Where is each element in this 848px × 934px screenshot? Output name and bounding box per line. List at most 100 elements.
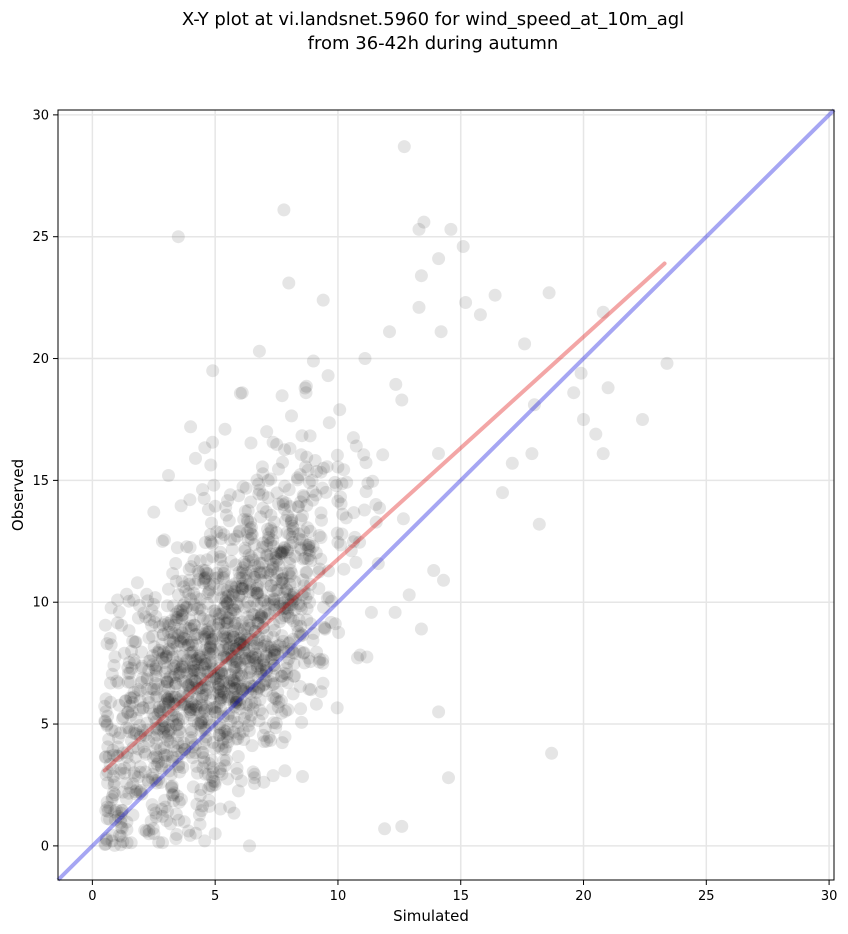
data-point bbox=[212, 688, 226, 702]
data-point bbox=[175, 746, 189, 760]
data-point bbox=[257, 653, 271, 667]
data-point bbox=[181, 638, 195, 652]
data-point bbox=[314, 685, 328, 699]
data-point bbox=[143, 613, 157, 627]
data-point bbox=[141, 691, 155, 705]
data-point bbox=[115, 804, 129, 817]
data-point bbox=[98, 618, 112, 632]
data-point bbox=[101, 804, 115, 818]
data-point bbox=[276, 571, 290, 585]
data-point bbox=[228, 603, 241, 617]
data-point bbox=[238, 651, 252, 665]
data-point bbox=[255, 610, 268, 624]
data-point bbox=[241, 595, 255, 609]
data-point bbox=[190, 602, 204, 616]
data-point bbox=[224, 633, 238, 647]
data-point bbox=[188, 698, 202, 712]
data-point bbox=[213, 765, 227, 779]
data-point bbox=[285, 512, 299, 526]
data-point bbox=[112, 698, 126, 712]
data-point bbox=[172, 693, 186, 707]
data-point bbox=[237, 733, 251, 746]
data-point bbox=[158, 749, 172, 763]
data-point bbox=[105, 793, 119, 807]
data-point bbox=[194, 724, 208, 738]
data-point bbox=[314, 552, 328, 566]
data-point bbox=[202, 646, 215, 660]
data-point bbox=[307, 626, 320, 640]
y-tick-label: 0 bbox=[41, 839, 49, 854]
data-point bbox=[212, 696, 226, 709]
data-point bbox=[196, 745, 210, 759]
data-point bbox=[235, 582, 248, 596]
data-point bbox=[231, 750, 245, 763]
data-point bbox=[162, 726, 176, 740]
data-point bbox=[104, 638, 118, 652]
data-point bbox=[146, 707, 160, 721]
data-point bbox=[133, 785, 147, 799]
data-point bbox=[227, 660, 241, 674]
data-point bbox=[280, 656, 294, 670]
data-point bbox=[223, 593, 237, 607]
data-point bbox=[184, 592, 198, 606]
data-point bbox=[276, 674, 290, 688]
data-point bbox=[204, 642, 218, 656]
data-point bbox=[282, 644, 296, 658]
data-point bbox=[270, 583, 284, 597]
data-point bbox=[242, 666, 256, 680]
data-point bbox=[300, 498, 314, 512]
data-point bbox=[168, 690, 181, 704]
data-point bbox=[269, 716, 283, 730]
data-point bbox=[136, 724, 150, 738]
data-point bbox=[275, 576, 289, 590]
data-point bbox=[180, 653, 194, 667]
data-point bbox=[105, 790, 119, 804]
data-point bbox=[334, 538, 348, 552]
data-point bbox=[137, 606, 151, 620]
data-point bbox=[228, 616, 242, 630]
data-point bbox=[266, 560, 280, 574]
data-point bbox=[180, 600, 194, 614]
data-point bbox=[174, 635, 188, 649]
data-point bbox=[197, 654, 211, 668]
data-point bbox=[238, 653, 252, 667]
data-point bbox=[230, 761, 244, 775]
data-point bbox=[112, 605, 126, 619]
data-point bbox=[121, 706, 135, 720]
data-point bbox=[162, 582, 175, 596]
data-point bbox=[142, 823, 156, 837]
data-point bbox=[268, 603, 282, 617]
data-point bbox=[294, 619, 308, 633]
data-point bbox=[156, 700, 170, 714]
data-point bbox=[284, 514, 298, 527]
data-point bbox=[140, 673, 154, 686]
data-point bbox=[230, 529, 244, 543]
data-point bbox=[165, 626, 179, 639]
data-point bbox=[282, 276, 296, 290]
data-point bbox=[203, 693, 217, 707]
data-point bbox=[227, 661, 241, 675]
data-point bbox=[140, 587, 154, 601]
data-point bbox=[316, 653, 330, 667]
data-point bbox=[532, 517, 546, 531]
data-point bbox=[169, 690, 183, 704]
data-point bbox=[216, 572, 230, 586]
data-point bbox=[154, 776, 168, 789]
data-point bbox=[204, 636, 218, 650]
data-point bbox=[249, 651, 263, 665]
data-point bbox=[205, 753, 219, 767]
data-point bbox=[284, 593, 298, 607]
data-point bbox=[186, 645, 200, 659]
data-point bbox=[196, 712, 210, 726]
data-point bbox=[266, 689, 280, 703]
data-point bbox=[157, 748, 171, 761]
data-point bbox=[275, 736, 289, 750]
data-point bbox=[234, 627, 248, 641]
data-point bbox=[244, 621, 258, 635]
data-point bbox=[98, 750, 112, 764]
data-point bbox=[264, 579, 278, 592]
data-point bbox=[247, 570, 261, 584]
data-point bbox=[488, 288, 502, 302]
data-point bbox=[303, 537, 317, 551]
data-point bbox=[276, 602, 290, 616]
